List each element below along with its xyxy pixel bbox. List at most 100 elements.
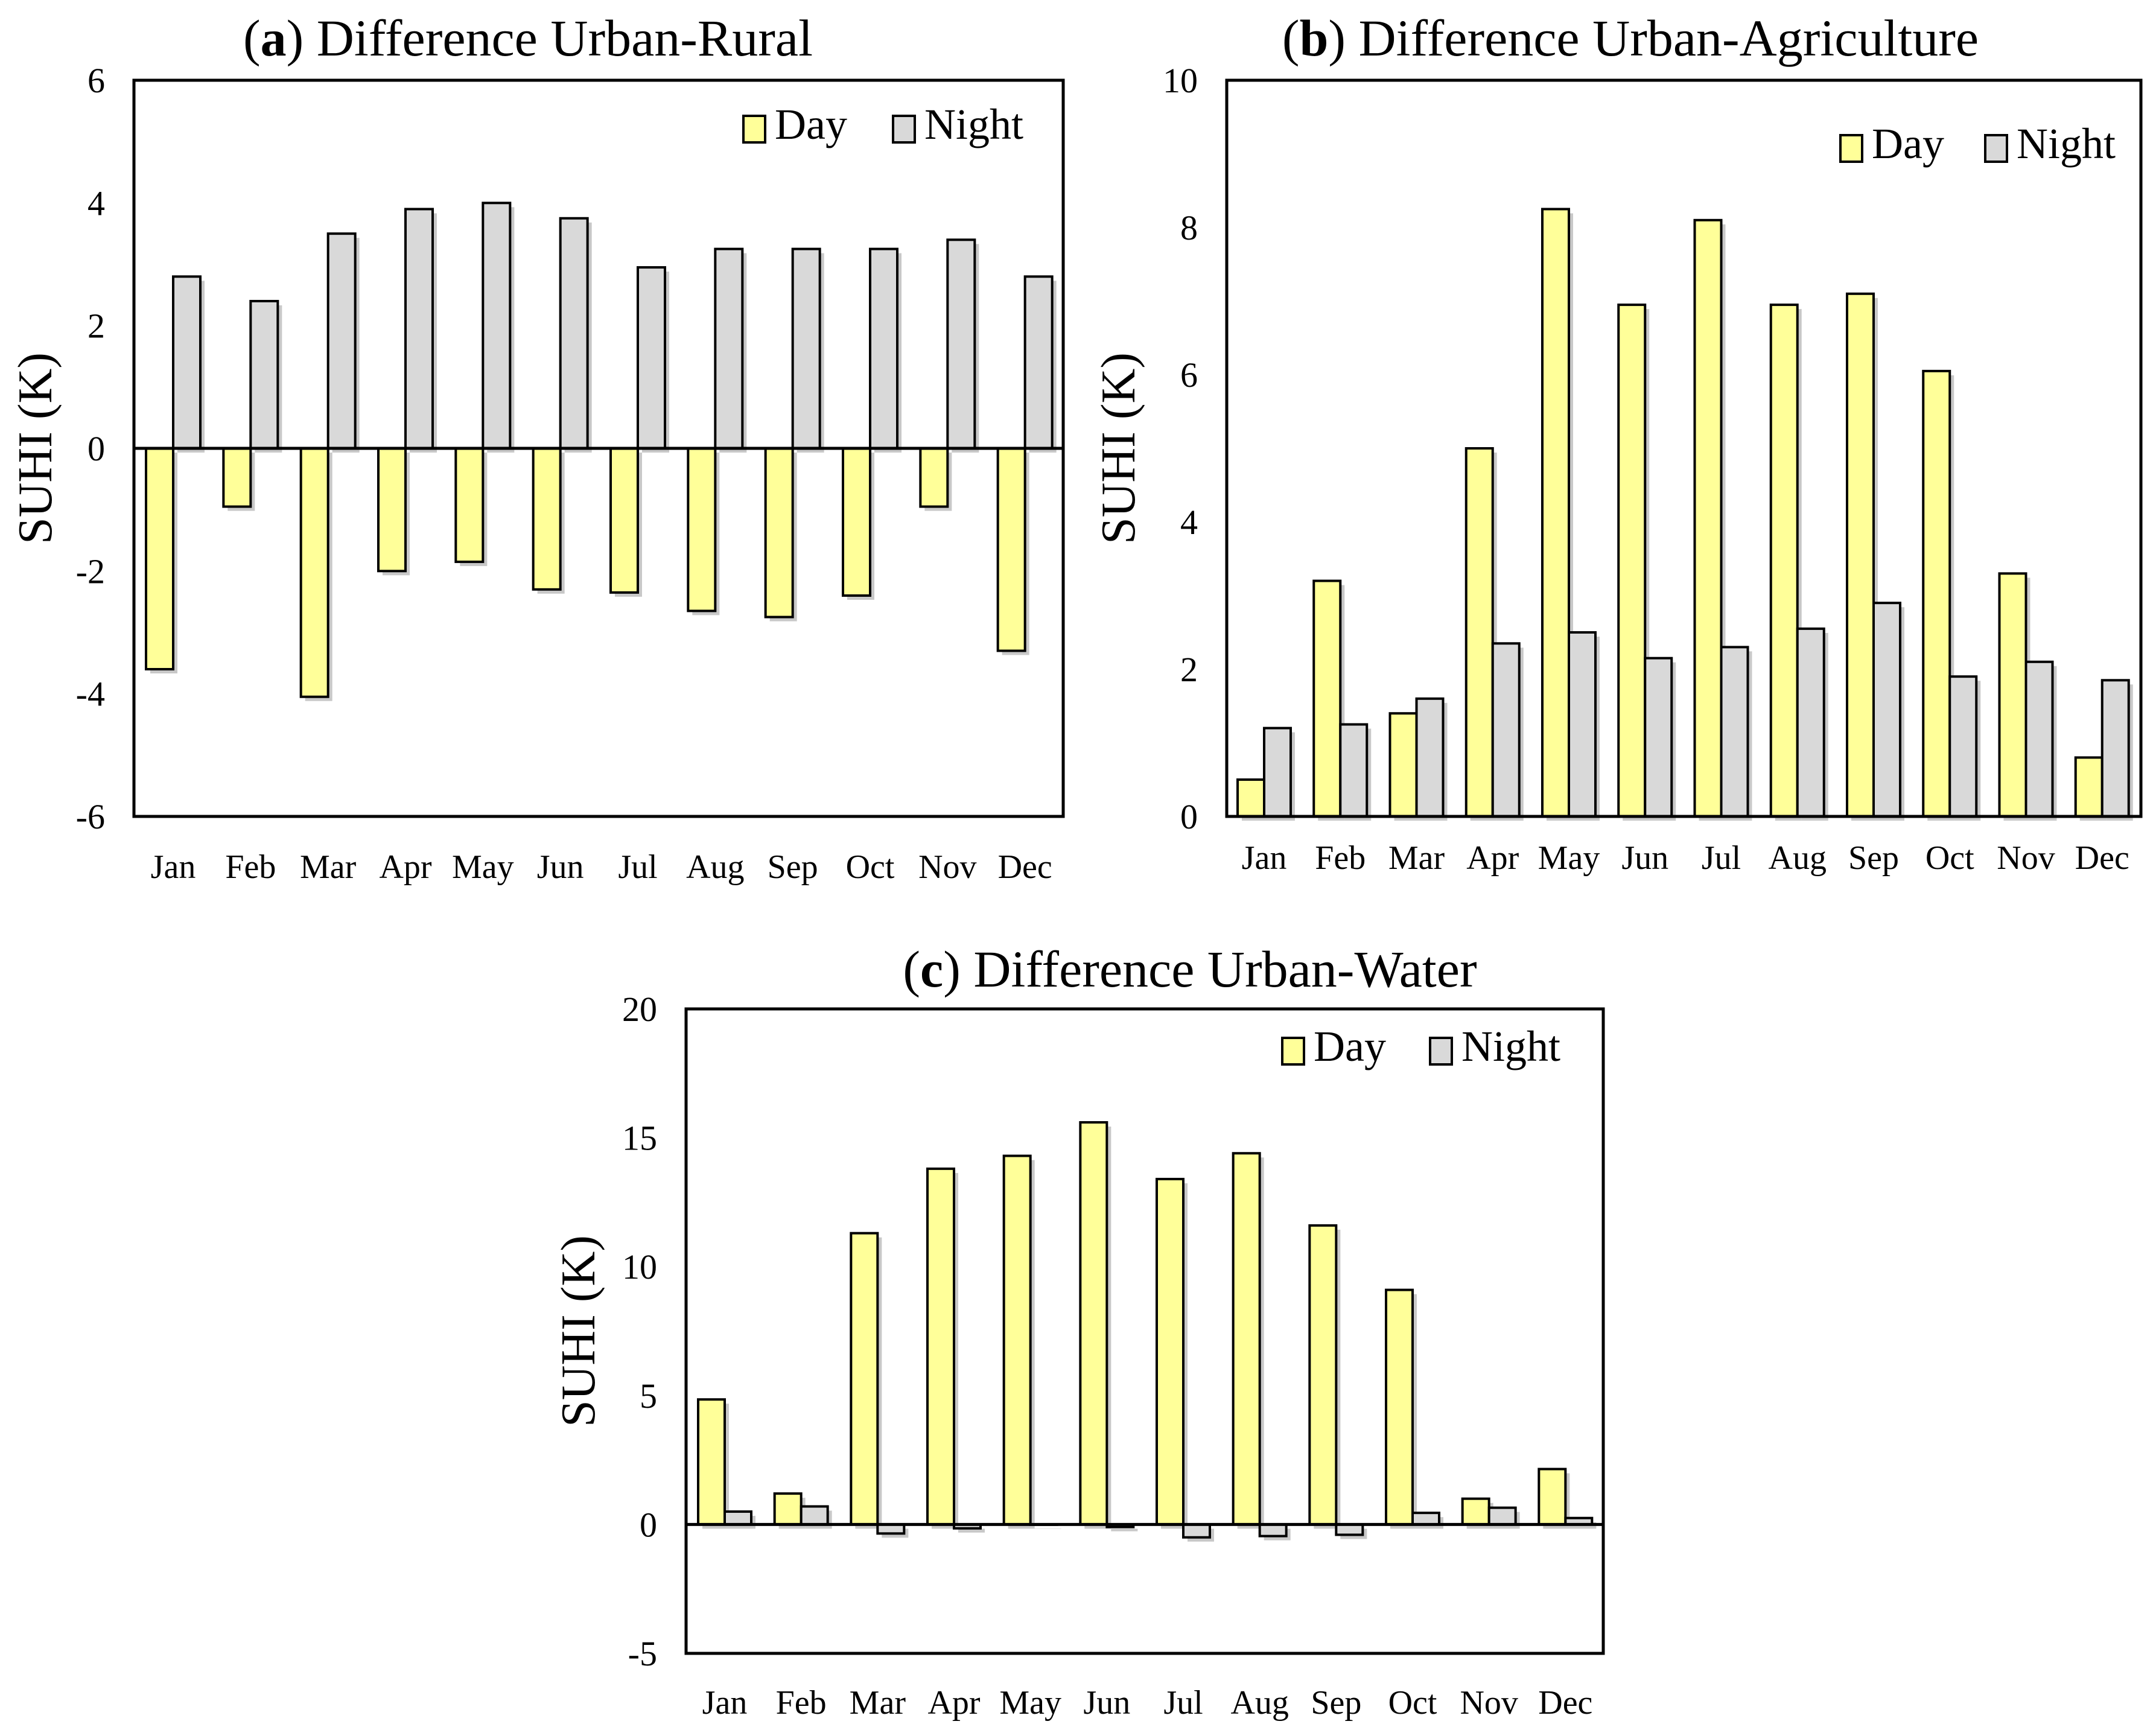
month-label: Apr (927, 1684, 980, 1722)
month-label: Jun (537, 848, 584, 886)
night-bar (1796, 627, 1825, 818)
y-tick-label: 20 (622, 990, 657, 1029)
day-bar (1156, 1177, 1185, 1526)
day-bar (609, 447, 639, 594)
day-bar (1002, 1154, 1032, 1526)
night-bar (1411, 1512, 1440, 1526)
night-bar (1872, 602, 1901, 818)
month-label: Jul (1702, 839, 1741, 877)
panel-b-month-labels: Jan Feb Mar Apr May Jun Jul Aug Sep Oct Nov Dec (1242, 839, 2129, 877)
night-bar (559, 217, 589, 450)
day-bar (1998, 572, 2027, 818)
day-bar (697, 1398, 726, 1526)
day-bar (773, 1492, 803, 1526)
month-label: Apr (379, 848, 431, 886)
y-tick-label: 2 (87, 307, 105, 346)
month-label: Jan (151, 848, 196, 886)
night-bar (1182, 1523, 1211, 1539)
day-bar (222, 447, 252, 508)
day-bar (1846, 292, 1875, 818)
night-bar (2100, 679, 2130, 818)
panel-b-y-ticks: 0 2 4 6 8 10 (1163, 61, 1198, 836)
day-bar (1464, 447, 1494, 818)
day-bar (1922, 369, 1951, 818)
y-tick-label: -4 (76, 675, 105, 714)
panel-b-bars (1227, 208, 2141, 821)
panel-a-month-labels: Jan Feb Mar Apr May Jun Jul Aug Sep Oct Nov Dec (151, 848, 1052, 886)
day-bar (377, 447, 407, 573)
night-bar-shadow (958, 1528, 985, 1533)
month-label: Nov (918, 848, 976, 886)
day-bar (1236, 778, 1265, 818)
night-bar (1948, 675, 1978, 818)
night-bar (1258, 1523, 1288, 1538)
month-label: Feb (776, 1684, 827, 1722)
y-tick-label: 2 (1180, 650, 1198, 689)
day-bar (1308, 1224, 1338, 1526)
legend-day-label: Day (775, 100, 847, 148)
night-bar-shadow (1111, 1528, 1138, 1531)
month-label: Sep (1311, 1684, 1361, 1722)
day-bar (299, 447, 329, 698)
month-label: Jun (1621, 839, 1668, 877)
night-bar (1335, 1523, 1364, 1536)
month-label: Mar (300, 848, 357, 886)
y-tick-label: 10 (1163, 61, 1198, 100)
y-tick-label: 0 (87, 429, 105, 468)
night-bar-shadow (1034, 1528, 1061, 1529)
month-label: Dec (2075, 839, 2129, 877)
y-tick-label: 0 (1180, 797, 1198, 836)
month-label: Oct (846, 848, 895, 886)
night-bar (1415, 697, 1445, 818)
month-label: Feb (1315, 839, 1366, 877)
month-label: Nov (1997, 839, 2055, 877)
month-label: Apr (1466, 839, 1519, 877)
month-label: Aug (686, 848, 744, 886)
night-bar (723, 1510, 752, 1526)
panel-a-y-ticks: -6 -4 -2 0 2 4 6 (76, 61, 105, 836)
night-bar (791, 247, 821, 450)
night-bar (172, 275, 202, 450)
panel-a-bars (134, 202, 1063, 701)
month-label: Jan (1242, 839, 1287, 877)
day-bar (842, 447, 871, 597)
day-bar (1312, 579, 1342, 818)
y-tick-label: 4 (87, 183, 105, 223)
panel-b-title: (b) Difference Urban-Agriculture (1282, 9, 1979, 67)
legend-night-label: Night (924, 100, 1023, 148)
month-label: Dec (998, 848, 1052, 886)
y-tick-label: 8 (1180, 208, 1198, 247)
day-bar (996, 447, 1026, 652)
night-bar (249, 300, 279, 450)
month-label: Jul (618, 848, 657, 886)
panel-a-title: (a) Difference Urban-Rural (243, 9, 813, 67)
panel-c-month-labels: Jan Feb Mar Apr May Jun Jul Aug Sep Oct Nov Dec (702, 1684, 1593, 1722)
night-bar (1339, 723, 1369, 818)
day-bar (454, 447, 485, 564)
y-tick-label: 6 (87, 61, 105, 100)
legend-day-label: Day (1314, 1022, 1386, 1070)
month-label: Feb (225, 848, 276, 886)
month-label: Dec (1538, 1684, 1592, 1722)
panel-a-y-axis-label: SUHI (K) (9, 352, 62, 544)
day-bar (1388, 712, 1418, 818)
y-tick-label: 15 (622, 1119, 657, 1158)
legend-day-swatch (1839, 134, 1863, 163)
month-label: Sep (768, 848, 818, 886)
panel-b-legend: Day Night (1839, 119, 2116, 168)
month-label: Jul (1163, 1684, 1203, 1722)
y-tick-label: 10 (622, 1247, 657, 1286)
night-bar (637, 266, 666, 450)
month-label: Sep (1848, 839, 1899, 877)
night-bar (1023, 275, 1054, 450)
panel-b-y-axis-label: SUHI (K) (1092, 352, 1145, 544)
day-bar (1232, 1152, 1261, 1526)
month-label: Aug (1769, 839, 1827, 877)
day-bar (1693, 218, 1723, 818)
day-bar (532, 447, 562, 591)
day-bar (1079, 1121, 1108, 1526)
night-bar (404, 208, 434, 450)
legend-day-label: Day (1872, 119, 1944, 168)
night-bar (1720, 646, 1749, 818)
